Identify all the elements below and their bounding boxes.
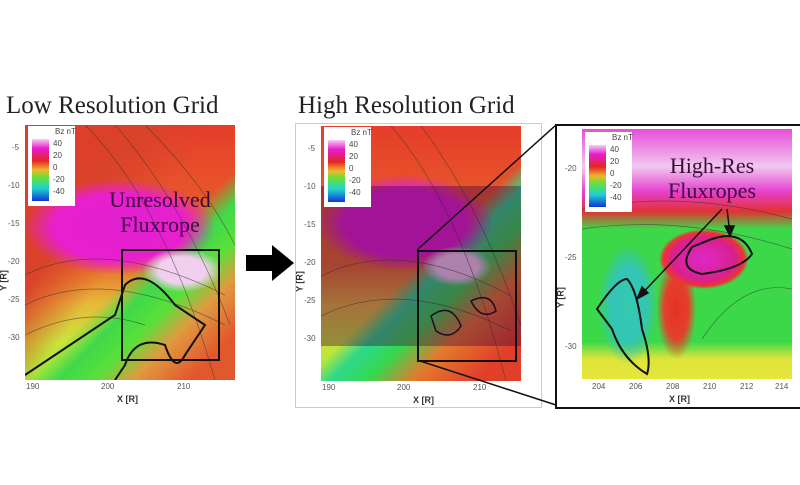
annotation-line: Fluxropes xyxy=(668,178,756,203)
x-tick: 210 xyxy=(703,382,717,391)
y-tick: -5 xyxy=(12,143,20,152)
y-tick: -5 xyxy=(308,144,316,153)
y-tick: -20 xyxy=(8,257,20,266)
low-res-title: Low Resolution Grid xyxy=(6,92,219,119)
colorbar-tick: 40 xyxy=(349,140,358,149)
zoomed-panel: High-Res Fluxropes Bz nT 40 20 0 -20 -40 … xyxy=(555,124,800,409)
y-tick: -30 xyxy=(565,342,577,351)
x-tick: 212 xyxy=(740,382,754,391)
colorbar-tick: 40 xyxy=(53,139,62,148)
field-lines xyxy=(321,126,521,381)
high-res-fluxropes-label: High-Res Fluxropes xyxy=(642,153,782,203)
zoomed-field-plot: High-Res Fluxropes Bz nT 40 20 0 -20 -40 xyxy=(582,129,792,379)
y-tick: -30 xyxy=(304,334,316,343)
refined-grid-overlay xyxy=(321,186,521,346)
high-res-title: High Resolution Grid xyxy=(298,92,515,119)
y-axis-label: Y [R] xyxy=(555,287,566,308)
high-res-panel: Bz nT 40 20 0 -20 -40 -5 -10 -15 -20 -25… xyxy=(295,123,542,408)
annotation-line: Unresolved xyxy=(109,187,211,212)
colorbar-tick: 0 xyxy=(349,164,354,173)
colorbar-tick: -20 xyxy=(53,175,65,184)
colorbar-tick: -40 xyxy=(53,187,65,196)
right-arrow-icon xyxy=(246,245,294,281)
y-tick: -15 xyxy=(304,220,316,229)
x-tick: 210 xyxy=(473,383,487,392)
colorbar-label: Bz nT xyxy=(351,128,372,137)
x-tick: 214 xyxy=(775,382,789,391)
colorbar-tick: 0 xyxy=(610,169,615,178)
y-tick: -25 xyxy=(304,296,316,305)
x-tick: 200 xyxy=(397,383,411,392)
colorbar-tick: 0 xyxy=(53,163,58,172)
low-res-field-plot: Unresolved Fluxrope Bz nT 40 20 0 -20 -40 xyxy=(25,125,235,380)
colorbar-tick: 20 xyxy=(53,151,62,160)
colorbar-legend: Bz nT 40 20 0 -20 -40 xyxy=(324,127,372,207)
x-axis-label: X [R] xyxy=(413,395,434,405)
y-tick: -15 xyxy=(8,219,20,228)
high-res-field-plot: Bz nT 40 20 0 -20 -40 xyxy=(321,126,521,381)
x-axis-label: X [R] xyxy=(669,394,690,404)
x-axis-label: X [R] xyxy=(117,394,138,404)
colorbar-legend: Bz nT 40 20 0 -20 -40 xyxy=(28,126,76,206)
colorbar-tick: -20 xyxy=(610,181,622,190)
x-tick: 206 xyxy=(629,382,643,391)
colorbar-label: Bz nT xyxy=(55,127,76,136)
colorbar-tick: 20 xyxy=(349,152,358,161)
low-res-panel: Unresolved Fluxrope Bz nT 40 20 0 -20 -40… xyxy=(0,120,245,410)
y-tick: -20 xyxy=(565,164,577,173)
x-tick: 204 xyxy=(592,382,606,391)
y-tick: -20 xyxy=(304,258,316,267)
x-tick: 210 xyxy=(177,382,191,391)
y-tick: -25 xyxy=(8,295,20,304)
colorbar-label: Bz nT xyxy=(612,133,633,142)
colorbar-tick: 20 xyxy=(610,157,619,166)
colorbar-legend: Bz nT 40 20 0 -20 -40 xyxy=(585,132,633,212)
colorbar-tick: -40 xyxy=(610,193,622,202)
annotation-line: Fluxrope xyxy=(120,212,200,237)
y-tick: -30 xyxy=(8,333,20,342)
colorbar-tick: 40 xyxy=(610,145,619,154)
colorbar-tick: -40 xyxy=(349,188,361,197)
annotation-line: High-Res xyxy=(669,153,755,178)
zoom-region-box xyxy=(417,250,517,362)
colorbar xyxy=(328,140,345,202)
zoom-region-box xyxy=(121,249,220,361)
colorbar xyxy=(32,139,49,201)
unresolved-fluxrope-label: Unresolved Fluxrope xyxy=(100,187,220,237)
y-tick: -10 xyxy=(304,182,316,191)
x-tick: 190 xyxy=(322,383,336,392)
x-tick: 190 xyxy=(26,382,40,391)
y-tick: -10 xyxy=(8,181,20,190)
y-tick: -25 xyxy=(565,253,577,262)
x-tick: 208 xyxy=(666,382,680,391)
colorbar xyxy=(589,145,606,207)
field-lines xyxy=(25,125,235,380)
x-tick: 200 xyxy=(101,382,115,391)
colorbar-tick: -20 xyxy=(349,176,361,185)
